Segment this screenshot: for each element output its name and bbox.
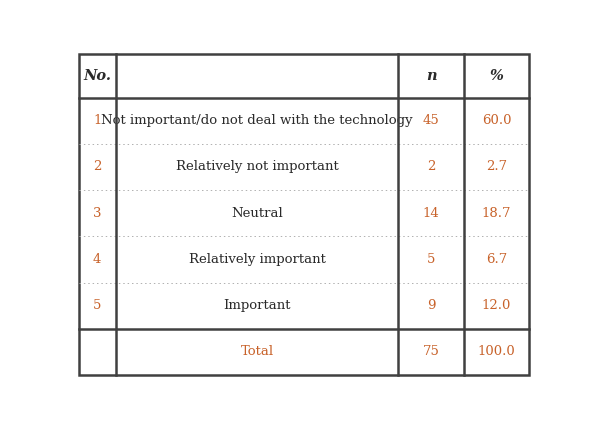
- Text: n: n: [426, 69, 436, 83]
- Text: 9: 9: [427, 299, 435, 312]
- Text: 6.7: 6.7: [486, 253, 507, 266]
- Text: Neutral: Neutral: [231, 207, 283, 220]
- Text: 4: 4: [93, 253, 101, 266]
- Text: 2: 2: [427, 160, 435, 173]
- Text: 12.0: 12.0: [482, 299, 511, 312]
- Text: 1: 1: [93, 114, 101, 127]
- Text: Important: Important: [224, 299, 291, 312]
- Text: Total: Total: [241, 346, 273, 358]
- Text: 18.7: 18.7: [482, 207, 511, 220]
- Text: 14: 14: [423, 207, 439, 220]
- Text: 2.7: 2.7: [486, 160, 507, 173]
- Text: 2: 2: [93, 160, 101, 173]
- Text: 5: 5: [427, 253, 435, 266]
- Text: 100.0: 100.0: [477, 346, 515, 358]
- Text: 45: 45: [423, 114, 439, 127]
- Text: 75: 75: [423, 346, 439, 358]
- Text: Relatively important: Relatively important: [189, 253, 326, 266]
- Text: 5: 5: [93, 299, 101, 312]
- Text: Not important/do not deal with the technology: Not important/do not deal with the techn…: [101, 114, 413, 127]
- Text: 3: 3: [93, 207, 101, 220]
- Text: 60.0: 60.0: [482, 114, 511, 127]
- Text: No.: No.: [83, 69, 111, 83]
- Text: Relatively not important: Relatively not important: [176, 160, 339, 173]
- Text: %: %: [489, 69, 503, 83]
